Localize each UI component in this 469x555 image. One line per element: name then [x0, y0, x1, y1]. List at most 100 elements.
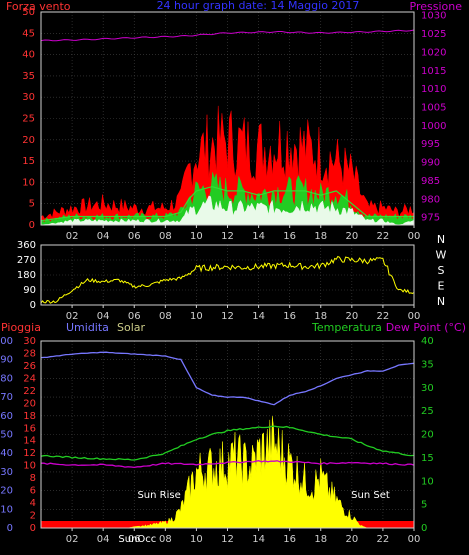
- pressure-y-tick-label: 980: [421, 194, 440, 205]
- direction-y-tick-label: 270: [17, 255, 36, 266]
- direction-x-tick-label: 16: [283, 311, 296, 322]
- rain-y-tick-label: 0: [30, 523, 36, 534]
- humidity-x-tick-label: 06: [128, 534, 141, 545]
- humidity-y-tick-label: 0: [7, 523, 13, 534]
- direction-compass-label: W: [436, 249, 447, 262]
- pressure-y-tick-label: 1025: [421, 29, 446, 40]
- rain-y-tick-label: 10: [23, 461, 36, 472]
- wind-y-tick-label: 30: [22, 92, 35, 103]
- rain-y-tick-label: 18: [23, 411, 36, 422]
- humidity-y-tick-label: 70: [0, 392, 13, 403]
- temperature-line: [40, 425, 415, 461]
- wind-y-tick-label: 10: [22, 177, 35, 188]
- rain-y-tick-label: 22: [23, 386, 36, 397]
- wind-y-tick-label: 35: [22, 71, 35, 82]
- rain-axis-title: Pioggia: [1, 321, 41, 334]
- direction-x-tick-label: 08: [159, 311, 172, 322]
- pressure-y-tick-label: 1005: [421, 102, 446, 113]
- rain-y-tick-label: 16: [23, 423, 36, 434]
- wind-average-line: [40, 186, 414, 222]
- wind-y-tick-label: 45: [22, 28, 35, 39]
- pressure-y-tick-label: 975: [421, 213, 440, 224]
- temperature-y-tick-label: 35: [421, 359, 434, 370]
- wind-y-tick-label: 40: [22, 50, 35, 61]
- wind-min-area: [40, 195, 415, 226]
- humidity-x-tick-label: 00: [408, 534, 421, 545]
- rain-y-tick-label: 8: [30, 473, 36, 484]
- humidity-x-tick-label: 10: [190, 534, 203, 545]
- direction-x-tick-label: 06: [128, 311, 141, 322]
- wind-y-tick-label: 0: [29, 220, 35, 231]
- direction-compass-label: N: [437, 233, 445, 246]
- direction-y-tick-label: 360: [17, 240, 36, 251]
- humidity-x-tick-label: 14: [252, 534, 265, 545]
- direction-x-tick-label: 04: [97, 311, 110, 322]
- direction-x-tick-label: 22: [377, 311, 390, 322]
- humidity-y-tick-label: 20: [0, 486, 13, 497]
- direction-y-tick-label: 180: [17, 270, 36, 281]
- wind-y-tick-label: 20: [22, 135, 35, 146]
- chart-title: 24 hour graph date: 14 Maggio 2017: [157, 0, 360, 12]
- humidity-x-tick-label: 22: [377, 534, 390, 545]
- temperature-y-tick-label: 15: [421, 453, 434, 464]
- wind-x-tick-label: 22: [377, 231, 390, 242]
- temperature-y-tick-label: 40: [421, 336, 434, 347]
- wind-x-tick-label: 18: [314, 231, 327, 242]
- direction-y-tick-label: 0: [30, 300, 36, 311]
- humidity-y-tick-label: 80: [0, 373, 13, 384]
- humidity-x-tick-label: 16: [283, 534, 296, 545]
- rain-y-tick-label: 2: [30, 511, 36, 522]
- direction-compass-label: S: [438, 264, 445, 277]
- wind-y-tick-label: 50: [22, 7, 35, 18]
- wind-x-tick-label: 16: [283, 231, 296, 242]
- wind-x-tick-label: 02: [66, 231, 79, 242]
- direction-compass-label: N: [437, 295, 445, 308]
- humidity-x-tick-label: 04: [97, 534, 110, 545]
- humidity-axis-title: Umidita: [66, 321, 109, 334]
- temperature-y-tick-label: 5: [421, 500, 427, 511]
- wind-x-tick-label: 20: [345, 231, 358, 242]
- humidity-y-tick-label: 60: [0, 411, 13, 422]
- wind-x-tick-label: 06: [128, 231, 141, 242]
- pressure-y-tick-label: 985: [421, 176, 440, 187]
- direction-x-tick-label: 20: [345, 311, 358, 322]
- temperature-y-tick-label: 0: [421, 523, 427, 534]
- direction-compass-label: E: [438, 280, 445, 293]
- sun-set-annotation: Sun Set: [351, 490, 390, 501]
- temperature-y-tick-label: 10: [421, 476, 434, 487]
- rain-y-tick-label: 14: [23, 436, 36, 447]
- rain-y-tick-label: 26: [23, 361, 36, 372]
- wind-x-tick-label: 08: [159, 231, 172, 242]
- humidity-y-tick-label: 50: [0, 430, 13, 441]
- direction-y-tick-label: 90: [23, 285, 36, 296]
- rain-y-tick-label: 20: [23, 398, 36, 409]
- wind-x-tick-label: 10: [190, 231, 203, 242]
- pressure-y-tick-label: 1015: [421, 66, 446, 77]
- humidity-x-tick-label: 02: [66, 534, 79, 545]
- pressure-y-tick-label: 995: [421, 139, 440, 150]
- humidity-line: [40, 351, 415, 406]
- pressure-axis-title: Pressione: [410, 0, 463, 13]
- pressure-line: [40, 29, 415, 42]
- direction-x-tick-label: 00: [408, 311, 421, 322]
- wind-axis-title: Forza vento: [6, 0, 71, 13]
- wind-x-tick-label: 00: [408, 231, 421, 242]
- humidity-x-tick-label: 18: [314, 534, 327, 545]
- humidity-x-tick-label: 20: [345, 534, 358, 545]
- pressure-y-tick-label: 1020: [421, 47, 446, 58]
- rain-y-tick-label: 4: [30, 498, 36, 509]
- rain-y-tick-label: 6: [30, 486, 36, 497]
- solar-axis-title: Solar: [117, 321, 146, 334]
- temperature-y-tick-label: 25: [421, 406, 434, 417]
- wind-x-tick-label: 12: [221, 231, 234, 242]
- dew-point-line: [41, 460, 415, 469]
- humidity-y-tick-label: 100: [0, 336, 13, 347]
- direction-x-tick-label: 10: [190, 311, 203, 322]
- sun-occ-annotation: SunOcc: [118, 534, 156, 545]
- temperature-y-tick-label: 30: [421, 383, 434, 394]
- temperature-y-tick-label: 20: [421, 430, 434, 441]
- temperature-axis-title: Temperatura: [311, 321, 382, 334]
- direction-x-tick-label: 02: [66, 311, 79, 322]
- pressure-y-tick-label: 990: [421, 158, 440, 169]
